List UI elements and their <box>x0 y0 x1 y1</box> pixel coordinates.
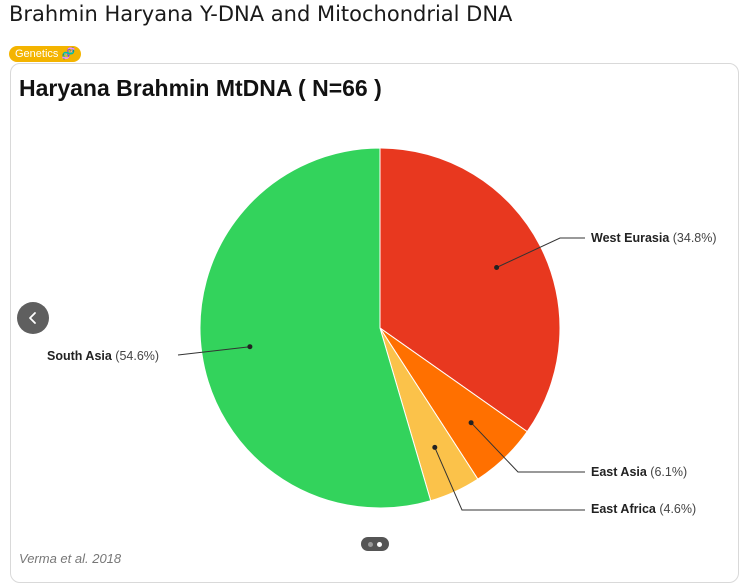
slice-label-east-africa: East Africa (4.6%) <box>591 502 696 516</box>
leader-line-south-asia <box>177 346 250 356</box>
leader-line-east-africa <box>434 447 585 511</box>
leader-dot-east-africa <box>432 444 438 450</box>
pager-dot-2[interactable] <box>377 541 382 547</box>
previous-slide-button[interactable] <box>17 302 49 334</box>
source-caption: Verma et al. 2018 <box>19 551 122 566</box>
leader-dot-west-eurasia <box>494 265 500 270</box>
pie-slice-south-asia[interactable] <box>199 147 432 509</box>
leader-dot-east-asia <box>468 420 474 426</box>
chevron-left-icon <box>29 312 36 324</box>
slice-label-south-asia: South Asia (54.6%) <box>47 349 159 363</box>
category-tag[interactable]: Genetics 🧬 <box>9 46 82 62</box>
leader-line-west-eurasia <box>496 237 585 268</box>
leader-dot-south-asia <box>247 344 253 350</box>
chart-title: Haryana Brahmin MtDNA ( N=66 ) <box>19 75 382 101</box>
slice-label-east-asia: East Asia (6.1%) <box>591 465 687 479</box>
pie-chart: West Eurasia (34.8%) East Asia (6.1%) East… <box>47 147 717 516</box>
leader-line-east-asia <box>470 422 585 473</box>
slice-label-west-eurasia: West Eurasia (34.8%) <box>591 231 717 245</box>
page-title: Brahmin Haryana Y-DNA and Mitochondrial … <box>9 2 513 26</box>
pager-dot-1[interactable] <box>368 541 373 547</box>
carousel-pager <box>361 537 389 551</box>
pie-slice-west-eurasia[interactable] <box>379 147 561 433</box>
